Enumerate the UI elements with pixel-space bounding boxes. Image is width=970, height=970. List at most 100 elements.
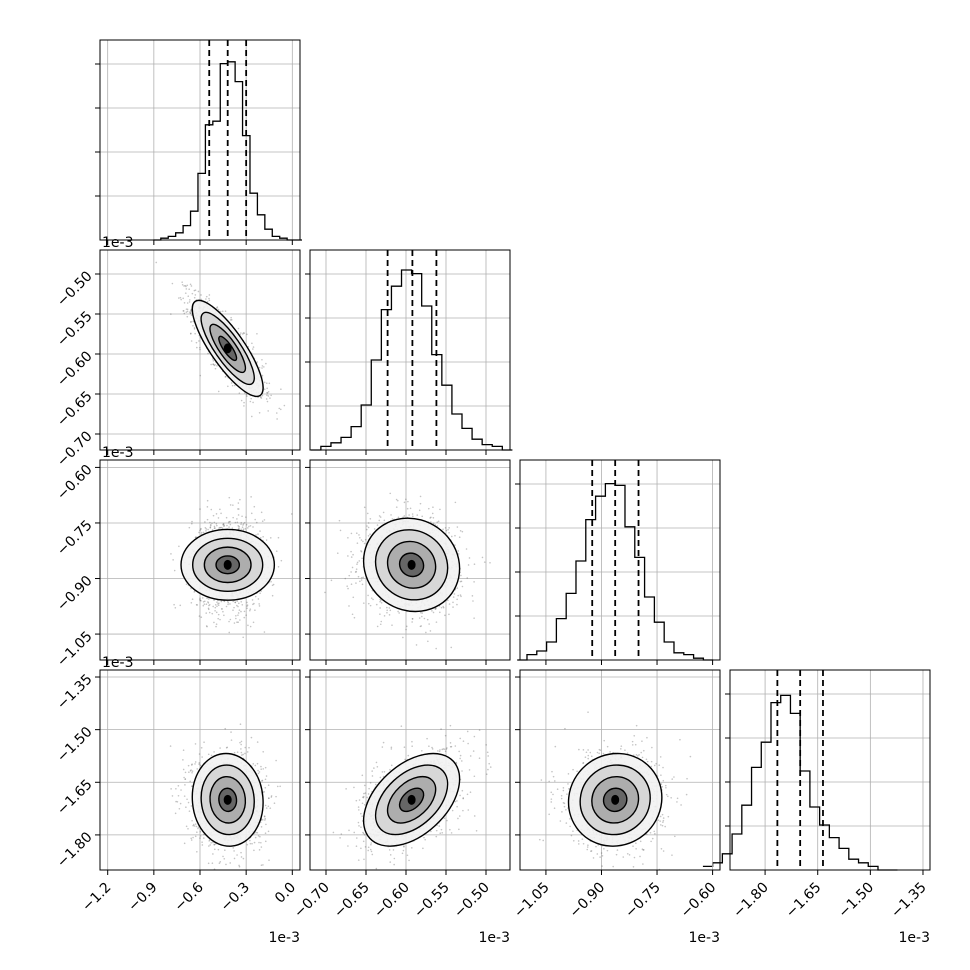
scatter-point bbox=[179, 296, 182, 299]
scatter-point bbox=[211, 612, 214, 615]
scatter-point bbox=[257, 533, 259, 535]
scatter-point bbox=[236, 521, 239, 524]
scatter-point bbox=[442, 605, 445, 608]
scatter-point bbox=[379, 623, 382, 626]
scatter-point bbox=[211, 522, 213, 525]
scatter-point bbox=[264, 766, 267, 769]
scatter-point bbox=[376, 625, 379, 628]
scatter-point bbox=[347, 555, 349, 557]
scatter-point bbox=[473, 563, 476, 565]
scatter-point bbox=[272, 583, 275, 586]
scatter-point bbox=[224, 376, 227, 378]
scatter-point bbox=[189, 333, 192, 335]
scatter-point bbox=[233, 384, 236, 387]
scatter-point bbox=[225, 863, 227, 866]
scatter-point bbox=[214, 610, 216, 612]
scatter-point bbox=[205, 625, 208, 627]
scatter-point bbox=[219, 310, 222, 313]
scatter-point bbox=[250, 512, 253, 515]
scatter-point bbox=[239, 333, 242, 336]
scatter-point bbox=[199, 837, 201, 839]
scatter-point bbox=[411, 617, 414, 620]
scatter-point bbox=[242, 332, 245, 334]
scatter-point bbox=[252, 603, 254, 606]
scatter-point bbox=[228, 522, 230, 524]
scatter-point bbox=[435, 621, 438, 623]
scatter-point bbox=[261, 365, 264, 367]
scatter-point bbox=[268, 382, 271, 385]
scatter-point bbox=[246, 604, 249, 606]
scatter-point bbox=[280, 388, 282, 391]
y-scale-label: 1e-3 bbox=[102, 235, 133, 251]
scatter-point bbox=[192, 836, 194, 839]
scatter-point bbox=[259, 396, 262, 398]
scatter-point bbox=[266, 391, 268, 394]
scatter-point bbox=[263, 388, 266, 391]
scatter-point bbox=[439, 508, 441, 511]
scatter-point bbox=[200, 747, 203, 749]
scatter-point bbox=[190, 587, 192, 590]
scatter-point bbox=[238, 508, 240, 510]
scatter-point bbox=[193, 328, 196, 330]
scatter-point bbox=[211, 529, 214, 531]
scatter-point bbox=[193, 825, 196, 827]
scatter-point bbox=[240, 523, 242, 525]
scatter-point bbox=[406, 507, 409, 510]
scatter-point bbox=[276, 418, 278, 420]
scatter-point bbox=[458, 536, 461, 539]
scatter-point bbox=[240, 332, 242, 334]
scatter-point bbox=[179, 802, 182, 805]
scatter-point bbox=[263, 381, 266, 384]
scatter-point bbox=[190, 310, 192, 312]
scatter-point bbox=[209, 521, 211, 524]
scatter-point bbox=[222, 610, 224, 613]
scatter-point bbox=[398, 612, 400, 614]
scatter-point bbox=[253, 505, 256, 508]
histogram-panel-4 bbox=[702, 669, 931, 871]
scatter-point bbox=[409, 507, 412, 510]
scatter-point bbox=[225, 375, 227, 378]
scatter-point bbox=[367, 526, 370, 529]
scatter-point bbox=[205, 612, 208, 614]
scatter-point bbox=[193, 591, 196, 593]
scatter-point bbox=[201, 597, 204, 599]
scatter-point bbox=[217, 390, 220, 393]
scatter-point bbox=[180, 298, 182, 301]
scatter-point bbox=[199, 830, 202, 833]
scatter-point bbox=[356, 563, 358, 565]
scatter-point bbox=[472, 600, 474, 602]
scatter-point bbox=[419, 625, 422, 628]
scatter-point bbox=[188, 288, 190, 291]
scatter-point bbox=[196, 768, 199, 770]
scatter-point bbox=[431, 512, 434, 515]
scatter-point bbox=[416, 514, 419, 516]
scatter-point bbox=[423, 617, 426, 620]
scatter-point bbox=[198, 340, 200, 342]
scatter-point bbox=[250, 397, 252, 400]
scatter-point bbox=[205, 298, 207, 300]
scatter-point bbox=[209, 844, 211, 846]
scatter-point bbox=[196, 850, 198, 853]
scatter-point bbox=[267, 395, 270, 397]
scatter-point bbox=[224, 849, 226, 852]
scatter-point bbox=[238, 525, 240, 528]
scatter-point bbox=[242, 524, 244, 526]
scatter-point bbox=[263, 631, 266, 633]
scatter-point bbox=[232, 600, 234, 603]
scatter-point bbox=[448, 603, 451, 605]
scatter-point bbox=[208, 297, 210, 300]
panel-content bbox=[100, 460, 300, 660]
scatter-point bbox=[188, 301, 191, 303]
scatter-point bbox=[243, 616, 246, 619]
scatter-point bbox=[228, 620, 230, 623]
scatter-point bbox=[231, 527, 234, 529]
scatter-point bbox=[258, 849, 261, 851]
scatter-point bbox=[220, 526, 223, 529]
scatter-point bbox=[188, 771, 190, 774]
scatter-point bbox=[170, 313, 172, 315]
scatter-point bbox=[237, 621, 239, 624]
scatter-point bbox=[232, 609, 234, 612]
scatter-point bbox=[194, 743, 197, 745]
scatter-point bbox=[214, 527, 216, 529]
y-tick-label: −0.60 bbox=[54, 348, 96, 390]
